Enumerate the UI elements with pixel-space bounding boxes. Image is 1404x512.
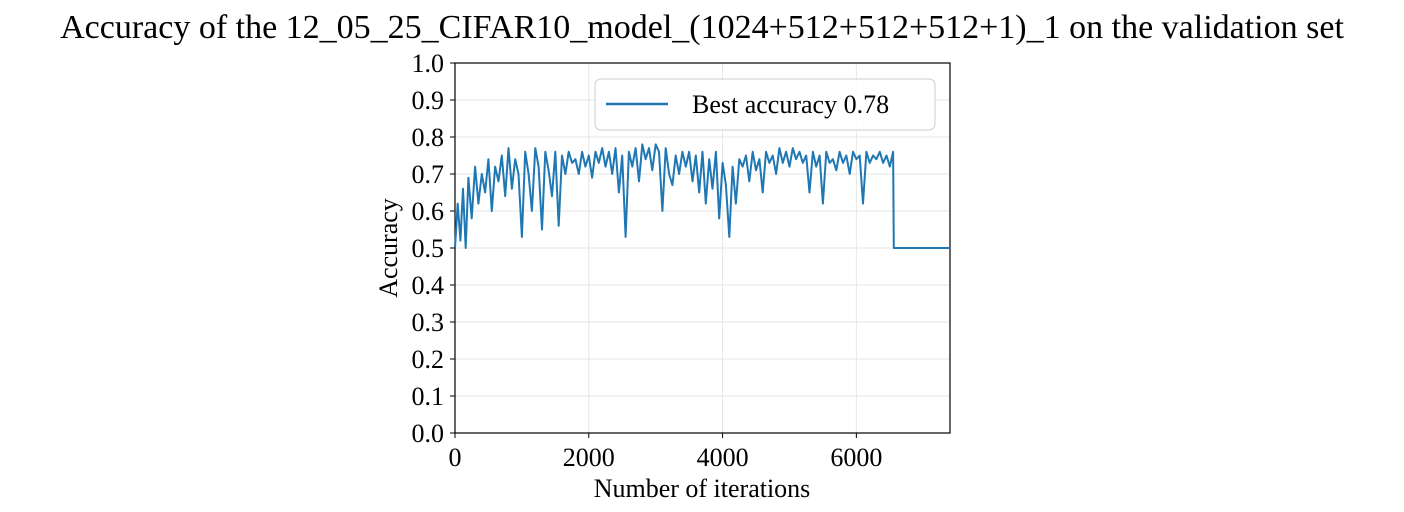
x-tick-label: 6000: [830, 443, 882, 472]
series-line: [454, 143, 950, 249]
x-tick-label: 2000: [563, 443, 615, 472]
series-layer: [454, 143, 950, 249]
legend-label: Best accuracy 0.78: [692, 90, 889, 119]
y-tick-label: 0.3: [412, 308, 445, 337]
y-tick-label: 0.8: [412, 123, 445, 152]
y-tick-label: 0.4: [412, 271, 445, 300]
x-tick-label: 4000: [697, 443, 749, 472]
y-tick-label: 0.0: [412, 419, 445, 448]
y-tick-label: 0.7: [412, 160, 445, 189]
y-tick-label: 0.5: [412, 234, 445, 263]
x-tick-label: 0: [449, 443, 462, 472]
chart-title: Accuracy of the 12_05_25_CIFAR10_model_(…: [60, 9, 1344, 46]
x-axis-label: Number of iterations: [594, 474, 811, 503]
y-tick-label: 0.2: [412, 345, 445, 374]
y-tick-label: 0.1: [412, 382, 445, 411]
legend: Best accuracy 0.78: [594, 78, 936, 131]
y-axis-label: Accuracy: [374, 198, 403, 298]
y-tick-label: 0.9: [412, 86, 445, 115]
legend-box: [594, 78, 936, 131]
y-tick-label: 0.6: [412, 197, 445, 226]
y-tick-label: 1.0: [412, 49, 445, 78]
axis-ticks: 0.0 0.1 0.2 0.3 0.4 0.5 0.6 0.7 0.8 0.9 1.0 0 2000 40…: [412, 49, 883, 472]
